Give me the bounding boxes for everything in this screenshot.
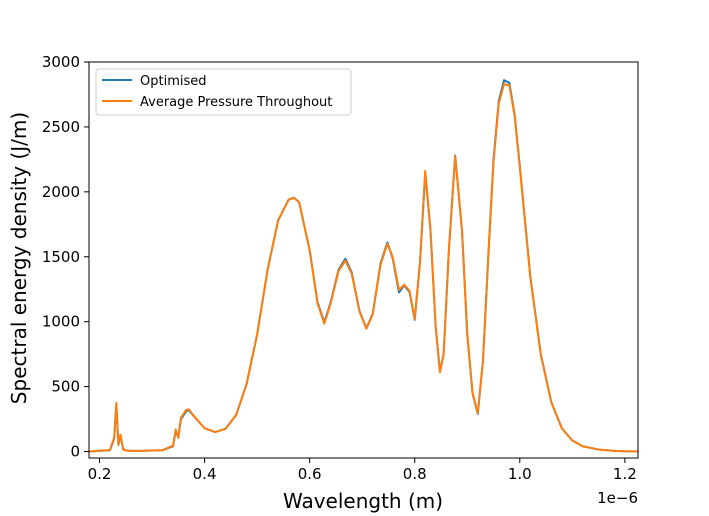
plot-frame — [88, 61, 639, 459]
y-tick-label: 500 — [51, 378, 80, 396]
axis-ticks: 0.2 0.4 0.6 0.8 1.0 1.2 0 500 1000 1500 2000 2500 30… — [42, 53, 637, 483]
x-tick-label: 0.4 — [193, 465, 217, 483]
y-tick-label: 2000 — [42, 183, 80, 201]
x-tick-label: 1.0 — [508, 465, 532, 483]
y-tick-label: 3000 — [42, 53, 80, 71]
legend-label-optimised: Optimised — [140, 74, 207, 89]
x-axis-title: Wavelength (m) — [283, 489, 443, 513]
y-tick-label: 1500 — [42, 248, 80, 266]
y-tick-label: 2500 — [42, 118, 80, 136]
x-tick-label: 0.2 — [88, 465, 112, 483]
plot-area — [88, 61, 639, 459]
legend-label-average-pressure: Average Pressure Throughout — [140, 95, 332, 110]
x-tick-label: 0.6 — [298, 465, 322, 483]
legend-frame — [95, 68, 352, 116]
legend: Optimised Average Pressure Throughout — [95, 68, 352, 116]
x-tick-label: 0.8 — [403, 465, 427, 483]
series-line-optimised — [88, 79, 639, 453]
x-tick-label: 1.2 — [613, 465, 637, 483]
x-axis-offset-label: 1e−6 — [597, 489, 638, 507]
y-axis-title: Spectral energy density (J/m) — [7, 112, 31, 404]
y-tick-label: 1000 — [42, 313, 80, 331]
series-line-average-pressure — [88, 83, 639, 453]
y-tick-label: 0 — [70, 443, 80, 461]
